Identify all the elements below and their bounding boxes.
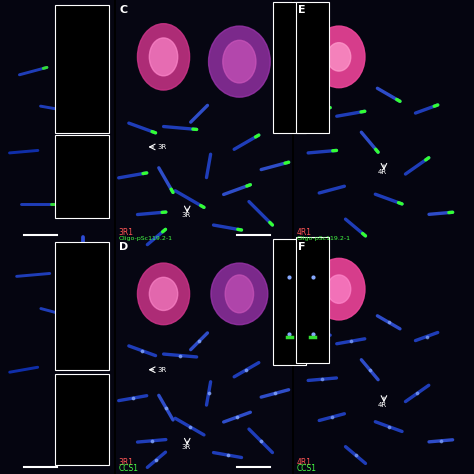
Bar (116, 237, 292, 474)
Ellipse shape (137, 24, 190, 90)
Text: Oligo-pSc119.2-1: Oligo-pSc119.2-1 (118, 236, 173, 241)
Bar (116, 0, 292, 237)
Ellipse shape (313, 258, 365, 320)
Point (309, 273, 317, 281)
Ellipse shape (209, 26, 270, 97)
Point (319, 375, 326, 383)
Text: E: E (298, 5, 305, 15)
Point (385, 423, 392, 430)
Bar (296, 237, 329, 363)
Text: 3R: 3R (181, 211, 191, 218)
Point (285, 330, 293, 338)
Ellipse shape (313, 26, 365, 88)
Point (129, 394, 137, 402)
Point (271, 390, 279, 397)
Point (385, 319, 392, 326)
Text: 3R: 3R (158, 145, 167, 150)
Text: 4R: 4R (378, 401, 387, 408)
Ellipse shape (137, 263, 190, 325)
Point (233, 413, 241, 421)
Text: Oligo-pSc119.2-1: Oligo-pSc119.2-1 (296, 236, 350, 241)
Text: 3R: 3R (181, 444, 191, 450)
Point (138, 347, 146, 355)
Text: 3R: 3R (158, 367, 167, 373)
Bar (0, 237, 114, 474)
Text: 4R1: 4R1 (296, 228, 311, 237)
Text: 3R1: 3R1 (118, 228, 134, 237)
Bar (55, 5, 109, 133)
Point (314, 328, 321, 336)
Ellipse shape (327, 275, 351, 303)
Bar (55, 242, 109, 370)
Bar (55, 374, 109, 465)
Point (186, 423, 193, 430)
Text: 4R1: 4R1 (296, 458, 311, 467)
Ellipse shape (223, 40, 256, 83)
Ellipse shape (327, 43, 351, 71)
Text: F: F (298, 242, 305, 252)
Bar (273, 239, 306, 365)
Point (162, 404, 170, 411)
Point (153, 456, 160, 464)
Text: CCS1: CCS1 (118, 464, 138, 473)
Point (352, 451, 359, 459)
Point (366, 366, 374, 374)
Ellipse shape (149, 277, 178, 310)
Ellipse shape (211, 263, 268, 325)
Point (285, 273, 293, 281)
Text: CCS1: CCS1 (296, 464, 316, 473)
Point (437, 437, 445, 445)
Point (309, 330, 317, 338)
Text: 4R: 4R (378, 169, 387, 175)
Bar (296, 2, 329, 133)
Text: 3R1: 3R1 (118, 458, 134, 467)
Point (257, 437, 264, 445)
Bar (0, 0, 114, 237)
Point (328, 413, 336, 421)
Point (195, 337, 203, 345)
Point (148, 437, 155, 445)
Text: D: D (119, 242, 129, 252)
Text: C: C (119, 5, 128, 15)
Bar (55, 135, 109, 218)
Bar (294, 237, 474, 474)
Point (413, 390, 421, 397)
Point (347, 337, 355, 345)
Ellipse shape (149, 38, 178, 76)
Point (243, 366, 250, 374)
Ellipse shape (225, 275, 254, 313)
Point (423, 333, 430, 340)
Point (205, 390, 212, 397)
Point (224, 451, 231, 459)
Point (176, 352, 184, 359)
Bar (294, 0, 474, 237)
Bar (273, 2, 306, 133)
